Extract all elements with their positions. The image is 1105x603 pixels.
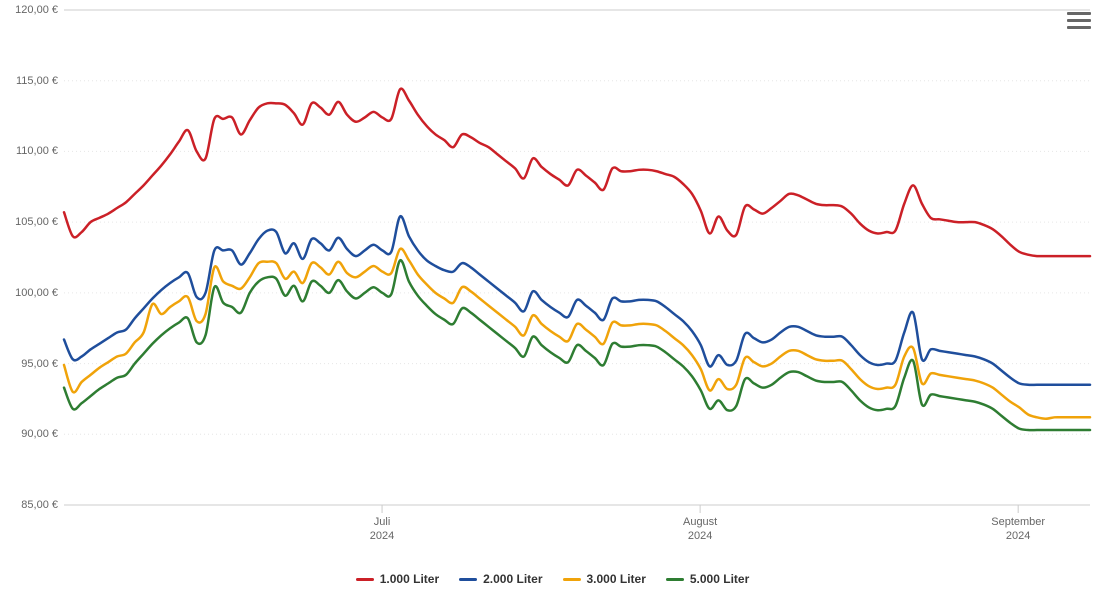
series-line-2 [64, 249, 1090, 419]
legend-item[interactable]: 1.000 Liter [356, 572, 439, 586]
x-axis-label: Juli2024 [370, 515, 394, 544]
y-axis-label: 120,00 € [15, 4, 58, 16]
series-line-3 [64, 260, 1090, 430]
legend-swatch [459, 578, 477, 582]
y-axis-label: 100,00 € [15, 287, 58, 299]
price-chart: 1.000 Liter 2.000 Liter 3.000 Liter 5.000 L… [0, 0, 1105, 603]
legend-swatch [563, 578, 581, 582]
legend-swatch [666, 578, 684, 582]
y-axis-label: 90,00 € [21, 428, 58, 440]
legend-item[interactable]: 3.000 Liter [563, 572, 646, 586]
y-axis-label: 105,00 € [15, 216, 58, 228]
x-axis-label: August2024 [683, 515, 717, 544]
legend-swatch [356, 578, 374, 582]
y-axis-label: 85,00 € [21, 499, 58, 511]
y-axis-label: 115,00 € [16, 75, 58, 87]
legend-label: 2.000 Liter [483, 572, 542, 586]
legend-label: 3.000 Liter [587, 572, 646, 586]
plot-area [0, 0, 1105, 515]
legend-label: 1.000 Liter [380, 572, 439, 586]
legend: 1.000 Liter 2.000 Liter 3.000 Liter 5.000 L… [0, 570, 1105, 586]
y-axis-label: 95,00 € [21, 358, 58, 370]
y-axis-label: 110,00 € [16, 145, 58, 157]
series-line-0 [64, 89, 1090, 257]
series-line-1 [64, 216, 1090, 385]
legend-item[interactable]: 2.000 Liter [459, 572, 542, 586]
x-axis-label: September2024 [991, 515, 1045, 544]
legend-label: 5.000 Liter [690, 572, 749, 586]
legend-item[interactable]: 5.000 Liter [666, 572, 749, 586]
